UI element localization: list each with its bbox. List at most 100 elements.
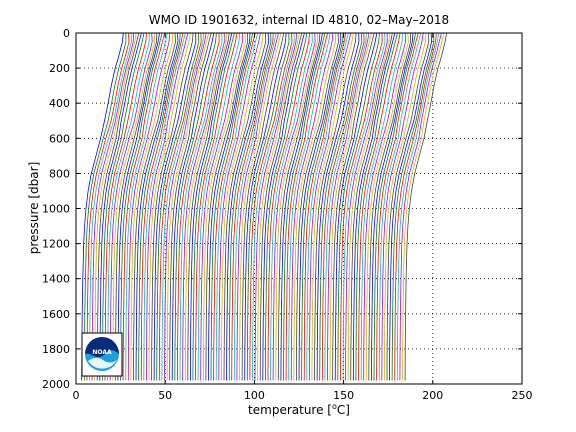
y-axis-label: pressure [dbar] bbox=[27, 162, 41, 255]
profile-line bbox=[83, 33, 127, 381]
profile-line bbox=[360, 33, 404, 381]
profile-line bbox=[270, 33, 313, 381]
profile-line bbox=[290, 33, 334, 381]
profile-line bbox=[177, 33, 220, 381]
profile-line bbox=[342, 33, 386, 381]
profile-line bbox=[122, 33, 166, 381]
profile-line bbox=[262, 33, 305, 381]
profile-line bbox=[332, 33, 375, 381]
x-axis-label-unit: C] bbox=[337, 403, 350, 417]
profile-line bbox=[130, 33, 173, 381]
profile-line bbox=[314, 33, 357, 381]
profile-line bbox=[117, 33, 160, 381]
profile-line bbox=[236, 33, 279, 381]
profile-line bbox=[226, 33, 270, 381]
profile-line bbox=[192, 33, 235, 381]
profile-line bbox=[210, 33, 253, 381]
profile-line bbox=[378, 33, 422, 381]
x-tick-label: 200 bbox=[422, 389, 443, 402]
profile-line bbox=[283, 33, 326, 381]
profile-line bbox=[148, 33, 191, 381]
profile-line bbox=[143, 33, 186, 381]
profile-line bbox=[96, 33, 140, 381]
profile-line bbox=[104, 33, 147, 381]
profile-line bbox=[215, 33, 259, 381]
profile-line bbox=[358, 33, 401, 381]
profile-line bbox=[223, 33, 267, 381]
profile-lines bbox=[81, 33, 447, 381]
y-tick-label: 2000 bbox=[42, 378, 70, 391]
profile-line bbox=[146, 33, 189, 381]
profile-line bbox=[327, 33, 370, 381]
profile-line bbox=[244, 33, 287, 381]
profile-line bbox=[301, 33, 344, 381]
profile-line bbox=[102, 33, 145, 381]
profile-line bbox=[208, 33, 251, 381]
profile-line bbox=[329, 33, 372, 381]
y-tick-label: 200 bbox=[49, 62, 70, 75]
profile-line bbox=[89, 33, 132, 381]
profile-line bbox=[81, 33, 124, 381]
profile-line bbox=[246, 33, 290, 381]
profile-line bbox=[337, 33, 380, 381]
profile-line bbox=[267, 33, 310, 381]
profile-line bbox=[386, 33, 430, 381]
profile-line bbox=[197, 33, 241, 381]
y-tick-label: 1200 bbox=[42, 238, 70, 251]
y-tick-label: 0 bbox=[63, 27, 70, 40]
profile-line bbox=[249, 33, 293, 381]
profile-line bbox=[355, 33, 398, 381]
profile-line bbox=[319, 33, 363, 381]
profile-line bbox=[296, 33, 339, 381]
profile-line bbox=[265, 33, 308, 381]
profile-line bbox=[135, 33, 179, 381]
y-tick-label: 1800 bbox=[42, 343, 70, 356]
profile-line bbox=[347, 33, 391, 381]
profile-line bbox=[99, 33, 142, 381]
profile-line bbox=[254, 33, 297, 381]
profile-line bbox=[275, 33, 318, 381]
profile-line bbox=[368, 33, 412, 381]
x-axis-ticks: 0 50 100 150 200 250 bbox=[73, 33, 533, 402]
profile-line bbox=[120, 33, 163, 381]
profile-line bbox=[396, 33, 440, 381]
profile-line bbox=[164, 33, 207, 381]
profile-line bbox=[221, 33, 264, 381]
y-tick-label: 1600 bbox=[42, 308, 70, 321]
profile-line bbox=[259, 33, 303, 381]
profile-line bbox=[376, 33, 419, 381]
x-axis-label-main: temperature [ bbox=[248, 403, 332, 417]
profile-line bbox=[308, 33, 352, 381]
profile-line bbox=[384, 33, 427, 381]
profile-line bbox=[166, 33, 209, 381]
profile-line bbox=[86, 33, 130, 381]
profile-line bbox=[345, 33, 388, 381]
profile-line bbox=[389, 33, 433, 381]
profile-line bbox=[153, 33, 197, 381]
profile-line bbox=[404, 33, 447, 381]
profile-line bbox=[140, 33, 184, 381]
profile-line bbox=[169, 33, 212, 381]
profile-line bbox=[381, 33, 424, 381]
profile-line bbox=[133, 33, 176, 381]
profile-line bbox=[112, 33, 156, 381]
y-tick-label: 1000 bbox=[42, 203, 70, 216]
profile-line bbox=[125, 33, 168, 381]
profile-line bbox=[241, 33, 285, 381]
y-tick-label: 400 bbox=[49, 97, 70, 110]
x-tick-label: 150 bbox=[333, 389, 354, 402]
x-axis-label: temperature [oC] bbox=[248, 402, 350, 417]
profile-line bbox=[109, 33, 153, 381]
profile-line bbox=[350, 33, 393, 381]
profile-line bbox=[200, 33, 243, 381]
profile-line bbox=[231, 33, 274, 381]
profile-line bbox=[218, 33, 261, 381]
profile-line bbox=[127, 33, 171, 381]
x-tick-label: 50 bbox=[158, 389, 172, 402]
profile-line bbox=[293, 33, 337, 381]
profile-line bbox=[151, 33, 194, 381]
profile-line bbox=[334, 33, 378, 381]
profile-line bbox=[94, 33, 137, 381]
profile-line bbox=[91, 33, 134, 381]
